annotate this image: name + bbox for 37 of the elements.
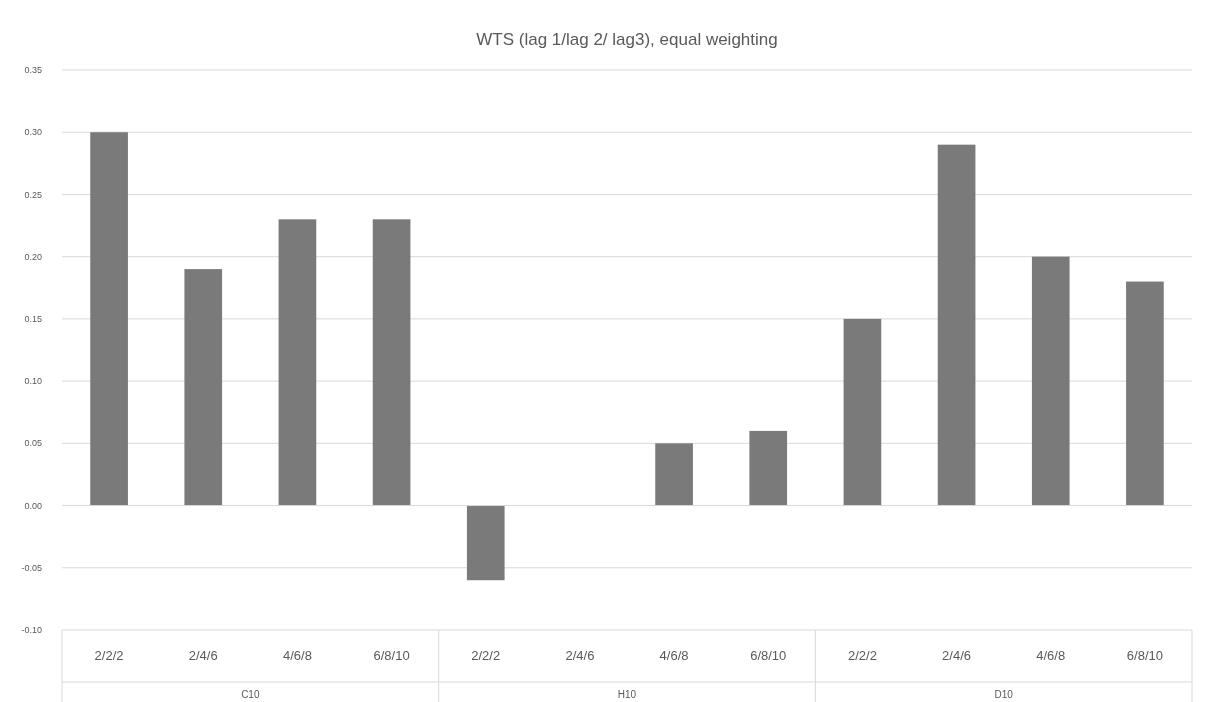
y-tick-label: 0.35 [24,65,42,76]
text: H10 [617,689,637,700]
y-tick-label: 0.20 [24,251,42,262]
x-tick-label: 6/8/10 [373,648,410,663]
bar [1031,256,1070,506]
x-tick-label: 2/2/2 [94,648,124,663]
y-tick-label: 0.00 [24,500,42,511]
x-tick-label: 4/6/8 [282,648,312,663]
bar [655,443,693,506]
text: D10 [994,689,1014,700]
x-tick-label: 6/8/10 [750,648,787,663]
y-tick-label: -0.10 [21,625,42,636]
x-tick-label: 2/2/2 [847,648,877,663]
x-tick-label: 4/6/8 [1036,648,1066,663]
bar [749,430,788,506]
bar [1126,281,1164,506]
bar [843,318,882,506]
y-tick-label: 0.05 [24,438,42,449]
y-tick-label: 0.30 [24,127,42,138]
y-tick-label: -0.05 [21,562,42,573]
x-tick-label: 6/8/10 [1126,648,1163,663]
bar [937,144,976,506]
bar [372,219,411,506]
x-tick-label: 2/4/6 [565,648,595,663]
y-tick-label: 0.15 [24,314,42,325]
x-tick-label: 2/2/2 [471,648,501,663]
bar [278,219,317,506]
bar [184,269,223,506]
bar [466,505,505,581]
bar [90,132,128,506]
y-tick-label: 0.25 [24,189,42,200]
x-tick-label: 4/6/8 [659,648,689,663]
chart-title: WTS (lag 1/lag 2/ lag3), equal weighting [476,30,778,49]
x-tick-label: 2/4/6 [942,648,972,663]
text: C10 [241,689,260,700]
y-tick-label: 0.10 [24,376,42,387]
x-tick-label: 2/4/6 [188,648,218,663]
